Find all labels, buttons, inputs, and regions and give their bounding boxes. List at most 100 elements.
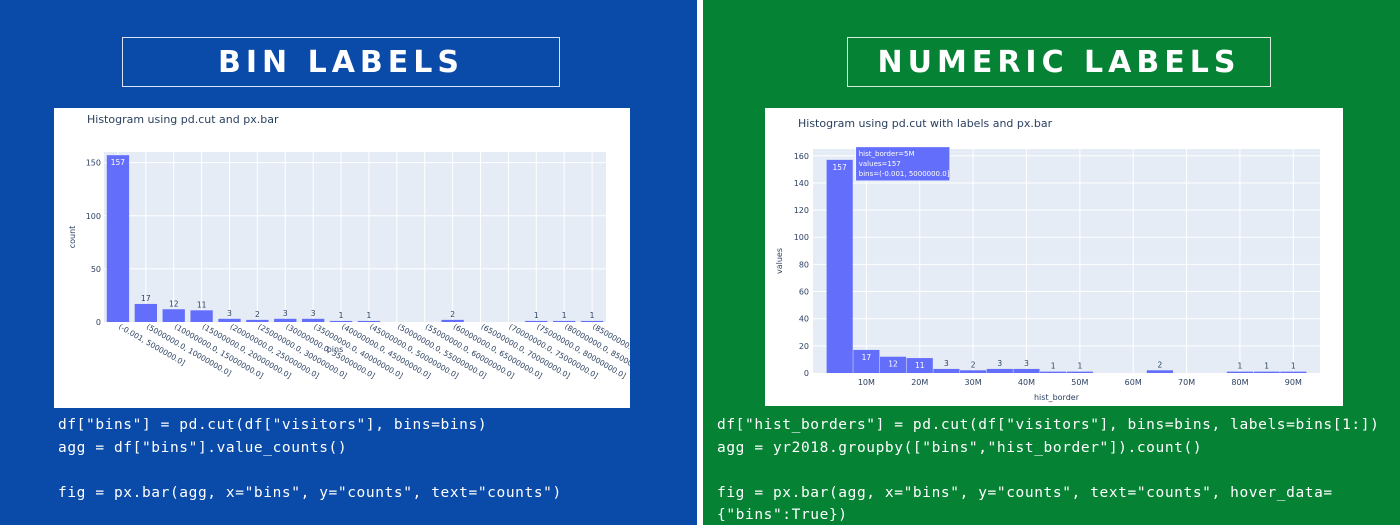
bar [302, 318, 325, 322]
bar-data-label: 1 [1238, 362, 1243, 371]
bar-data-label: 3 [311, 309, 316, 318]
plot-background [813, 149, 1320, 373]
bar [580, 320, 604, 322]
x-tick-label: 30M [965, 378, 982, 387]
bar [1253, 371, 1280, 373]
bar-data-label: 1 [590, 311, 595, 320]
chart-title: Histogram using pd.cut with labels and p… [798, 117, 1053, 130]
bar-data-label: 157 [111, 158, 126, 167]
y-axis-label: count [68, 226, 77, 249]
plot-background [104, 152, 606, 322]
left-histogram-chart: Histogram using pd.cut and px.bar 0 50 100 1… [68, 113, 630, 380]
bar [274, 318, 297, 322]
left-chart-card: Histogram using pd.cut and px.bar 0 50 100 1… [54, 108, 630, 408]
bar [441, 319, 464, 322]
right-panel: NUMERIC LABELS Histogram using pd.cut wi… [703, 0, 1400, 525]
x-tick-label: 50M [1071, 378, 1088, 387]
y-tick-label: 0 [96, 318, 101, 327]
bar-data-label: 11 [197, 300, 207, 309]
hover-tooltip-line: bins=(-0.001, 5000000.0] [859, 170, 950, 178]
bar-data-label: 3 [1024, 359, 1029, 368]
x-tick-label: 70M [1178, 378, 1195, 387]
bar-data-label: 17 [141, 294, 151, 303]
right-code-line: agg = yr2018.groupby(["bins","hist_borde… [717, 439, 1203, 456]
right-heading-box: NUMERIC LABELS [847, 37, 1271, 87]
bar-data-label: 1 [1291, 362, 1296, 371]
bar [1066, 371, 1093, 373]
bar-data-label: 3 [997, 359, 1002, 368]
right-histogram-chart: Histogram using pd.cut with labels and p… [775, 117, 1320, 402]
y-tick-label: 50 [91, 265, 101, 274]
left-panel: BIN LABELS Histogram using pd.cut and px… [0, 0, 697, 525]
bar [553, 320, 576, 322]
x-tick-label: 10M [858, 378, 875, 387]
bar-data-label: 3 [227, 309, 232, 318]
bar-data-label: 1 [367, 311, 372, 320]
bar-data-label: 1 [1051, 362, 1056, 371]
bar-data-label: 1 [1077, 362, 1082, 371]
y-tick-label: 0 [804, 369, 809, 378]
right-code-block: df["hist_borders"] = pd.cut(df["visitors… [717, 414, 1379, 527]
right-code-line [717, 459, 1379, 482]
panel-divider [697, 0, 703, 525]
bar [906, 358, 933, 373]
y-tick-label: 140 [794, 179, 809, 188]
x-axis-label: hist_border [1034, 393, 1080, 402]
bar-data-label: 2 [450, 310, 455, 319]
bar [525, 320, 548, 322]
right-heading: NUMERIC LABELS [877, 44, 1241, 80]
hover-tooltip [855, 146, 951, 182]
bar [826, 159, 853, 373]
x-tick-label: 90M [1285, 378, 1302, 387]
left-code-block: df["bins"] = pd.cut(df["visitors"], bins… [58, 414, 562, 504]
x-tick-label: 40M [1018, 378, 1035, 387]
bar-data-label: 12 [888, 360, 898, 369]
left-code-line: agg = df["bins"].value_counts() [58, 439, 348, 456]
y-axis-label: values [775, 248, 784, 274]
bar [1013, 368, 1040, 373]
bar-data-label: 3 [944, 359, 949, 368]
right-chart-card: Histogram using pd.cut with labels and p… [765, 108, 1343, 406]
bar-data-label: 11 [915, 361, 925, 370]
y-tick-label: 60 [799, 288, 809, 297]
hover-tooltip-line: values=157 [859, 160, 901, 168]
y-tick-label: 80 [799, 260, 809, 269]
bar [960, 370, 987, 373]
y-tick-label: 120 [794, 206, 809, 215]
left-heading: BIN LABELS [218, 44, 464, 80]
bar [1040, 371, 1067, 373]
y-tick-label: 160 [794, 152, 809, 161]
right-code-line: df["hist_borders"] = pd.cut(df["visitors… [717, 417, 1380, 433]
bar-data-label: 1 [339, 311, 344, 320]
bar [853, 349, 880, 373]
left-code-line [58, 459, 562, 482]
bar-data-label: 1 [1264, 362, 1269, 371]
bar [134, 303, 157, 322]
bar [933, 368, 960, 373]
y-tick-label: 100 [794, 233, 809, 242]
bar [357, 320, 381, 322]
bar [329, 320, 353, 322]
bar-data-label: 2 [1158, 360, 1163, 369]
right-code-line: {"bins":True}) [717, 507, 848, 523]
hover-tooltip-line: hist_border=5M [859, 150, 915, 158]
bar-data-label: 12 [169, 299, 179, 308]
left-code-line: df["bins"] = pd.cut(df["visitors"], bins… [58, 417, 488, 433]
chart-title: Histogram using pd.cut and px.bar [87, 113, 279, 126]
x-axis-label: bins [327, 345, 344, 354]
bar-data-label: 17 [862, 353, 872, 362]
bar-data-label: 2 [971, 360, 976, 369]
y-tick-label: 20 [799, 342, 809, 351]
y-tick-label: 150 [86, 159, 101, 168]
bar-data-label: 2 [255, 310, 260, 319]
x-tick-label: 60M [1125, 378, 1142, 387]
bar-data-label: 3 [283, 309, 288, 318]
bar [1146, 370, 1173, 373]
bar [106, 155, 130, 322]
y-tick-label: 40 [799, 315, 809, 324]
bar [986, 368, 1013, 373]
bar [218, 318, 241, 322]
bar [879, 356, 907, 373]
y-tick-label: 100 [86, 212, 101, 221]
bar-data-label: 157 [833, 163, 848, 172]
